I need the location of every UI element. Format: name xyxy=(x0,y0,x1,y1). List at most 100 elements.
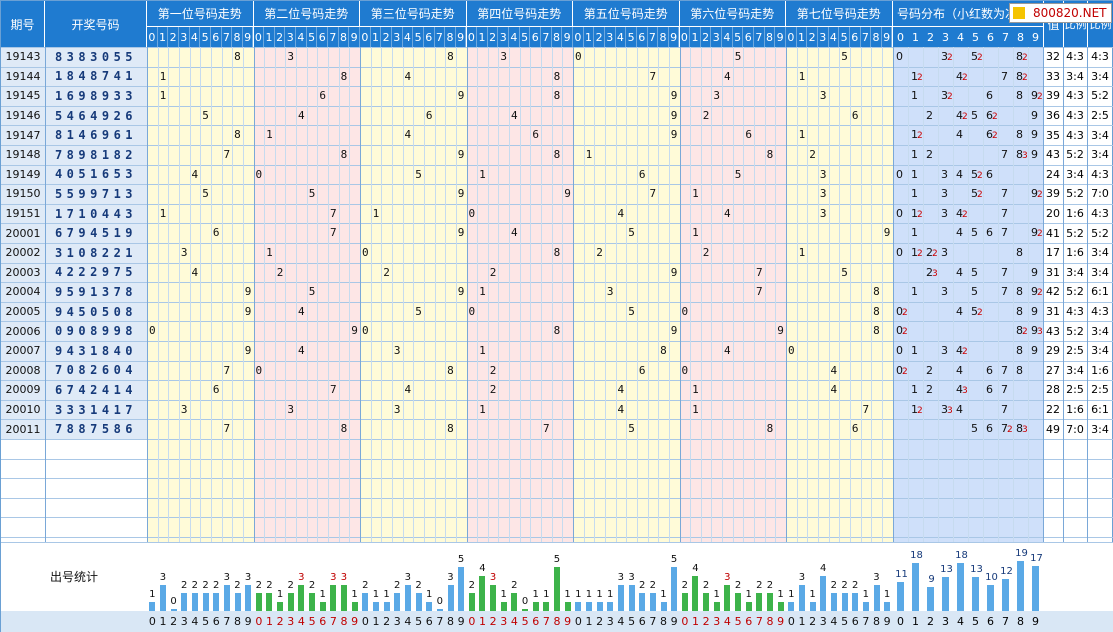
column-divider xyxy=(147,47,148,631)
stat-bar xyxy=(181,593,188,611)
stat-count: 3 xyxy=(447,571,454,583)
footer-digit: 7 xyxy=(862,615,870,628)
position-2-hit: 8 xyxy=(340,148,348,161)
position-7-hit: 8 xyxy=(873,304,880,318)
footer-digit: 5 xyxy=(308,615,316,628)
stat-count: 1 xyxy=(883,589,891,601)
position-digit-header: 5 xyxy=(200,27,211,47)
distribution-hit: 33 xyxy=(941,402,953,416)
position-3-hit: 0 xyxy=(361,324,369,338)
repeat-count: 2 xyxy=(947,53,953,63)
column-divider xyxy=(594,47,596,631)
footer-digit: 9 xyxy=(564,615,572,628)
column-divider xyxy=(796,47,798,631)
column-divider xyxy=(274,47,276,631)
column-divider xyxy=(732,47,734,631)
position-7-hit: 9 xyxy=(883,226,891,240)
ratio2-value: 6:1 xyxy=(1091,403,1109,417)
column-divider xyxy=(700,47,702,631)
stat-count: 2 xyxy=(394,580,401,592)
stat-count: 1 xyxy=(500,589,507,601)
site-logo[interactable]: 800820.NET xyxy=(1009,3,1112,23)
distribution-hit: 2 xyxy=(926,108,933,122)
stat-count: 3 xyxy=(330,571,337,583)
draw-numbers: 8383055 xyxy=(54,49,138,64)
position-digit-header: 7 xyxy=(221,27,233,47)
column-divider xyxy=(754,47,756,631)
column-divider xyxy=(647,47,649,631)
position-3-hit: 5 xyxy=(415,304,422,318)
repeat-count: 2 xyxy=(1022,53,1028,63)
footer-digit: 6 xyxy=(851,615,859,628)
distribution-hit: 9 xyxy=(1031,148,1038,161)
position-1-hit: 6 xyxy=(212,383,220,397)
stat-count: 2 xyxy=(830,580,838,592)
column-divider xyxy=(434,47,436,631)
position-6-hit: 2 xyxy=(702,246,710,259)
repeat-count: 2 xyxy=(962,111,968,122)
position-4-hit: 6 xyxy=(532,128,539,142)
footer-digit: 5 xyxy=(628,615,636,628)
distribution-hit: 8 xyxy=(1016,285,1023,299)
distribution-stat-count: 12 xyxy=(1000,566,1013,578)
sum-value: 36 xyxy=(1046,109,1060,123)
position-digit-header: 0 xyxy=(360,27,371,47)
position-5-hit: 5 xyxy=(628,422,635,436)
stat-bar xyxy=(532,602,539,611)
position-digit-header: 7 xyxy=(647,27,659,47)
distribution-stat-count: 13 xyxy=(970,563,983,575)
stat-count: 2 xyxy=(702,580,710,592)
column-divider xyxy=(200,47,202,631)
repeat-count: 2 xyxy=(977,190,983,201)
position-4-hit: 4 xyxy=(511,108,518,122)
distribution-stat-bar xyxy=(897,581,904,611)
stat-bar xyxy=(692,575,699,611)
column-divider xyxy=(583,47,585,631)
column-divider xyxy=(658,47,660,631)
position-3-hit: 0 xyxy=(361,246,369,259)
position-digit-header: 3 xyxy=(391,27,403,47)
distribution-stat-bar xyxy=(1017,560,1024,611)
stat-count: 4 xyxy=(692,562,699,574)
footer-digit: 4 xyxy=(510,615,518,628)
position-digit-header: 5 xyxy=(839,27,850,47)
distribution-hit: 8 xyxy=(1016,89,1023,103)
stat-bar xyxy=(681,593,688,611)
row-divider xyxy=(1,66,1113,68)
footer-digit: 7 xyxy=(329,615,337,628)
footer-digit: 5 xyxy=(734,615,742,628)
distribution-hit: 1 xyxy=(911,383,918,397)
distribution-stat-count: 13 xyxy=(940,563,953,575)
column-divider xyxy=(1013,47,1014,631)
position-digit-header: 9 xyxy=(775,27,786,47)
draw-numbers: 6794519 xyxy=(54,226,138,241)
stat-bar xyxy=(767,593,773,611)
position-digit-header: 4 xyxy=(189,27,201,47)
ratio2-value: 3:4 xyxy=(1091,324,1109,338)
stat-count: 3 xyxy=(159,571,167,583)
ratio2-value: 5:2 xyxy=(1091,226,1109,240)
column-divider xyxy=(807,47,809,631)
distribution-hit: 4 xyxy=(956,402,963,416)
issue-number: 19144 xyxy=(5,69,41,83)
distribution-hit: 4 xyxy=(956,265,963,279)
repeat-count: 2 xyxy=(992,111,998,122)
footer-digit: 6 xyxy=(212,615,220,628)
issue-number: 19148 xyxy=(5,148,41,162)
distribution-hit: 3 xyxy=(941,344,948,357)
footer-digit: 5 xyxy=(202,615,210,628)
position-4-hit: 8 xyxy=(553,324,561,338)
footer-digit: 4 xyxy=(830,615,838,628)
position-5-hit: 5 xyxy=(628,304,635,318)
sum-value: 27 xyxy=(1046,363,1060,377)
repeat-count: 2 xyxy=(1037,229,1043,240)
column-divider xyxy=(1063,47,1064,631)
position-6-hit: 0 xyxy=(681,304,689,318)
ratio1-value: 3:4 xyxy=(1066,265,1084,279)
distribution-hit: 02 xyxy=(896,324,908,338)
position-digit-header: 4 xyxy=(402,27,414,47)
stat-bar xyxy=(213,593,220,611)
position-1-hit: 3 xyxy=(180,246,188,259)
position-1-hit: 7 xyxy=(223,422,231,436)
position-header-6: 第六位号码走势 xyxy=(679,1,786,27)
